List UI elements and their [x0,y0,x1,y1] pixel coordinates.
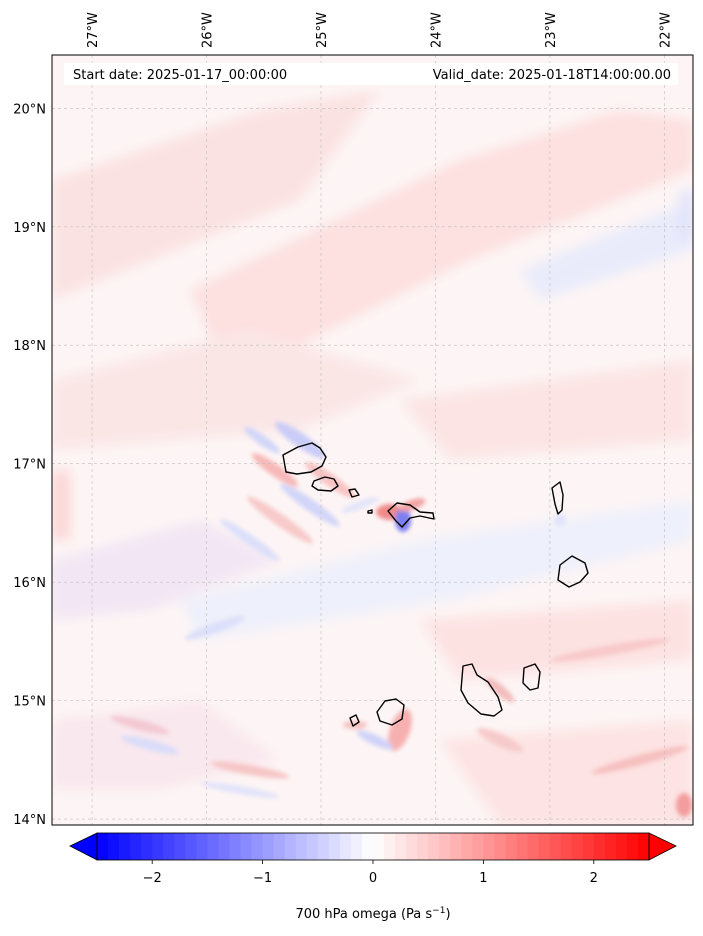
colorbar-segment [373,833,385,860]
colorbar-segment [317,833,330,860]
island-santo-antao [282,442,327,475]
colorbar-segment [218,833,230,860]
colorbar-segment [483,833,495,860]
colorbar-segment [339,833,352,860]
colorbar-segment [582,833,595,860]
island-santiago [460,663,503,717]
colorbar-segment [428,833,440,860]
colorbar-segment [207,833,219,860]
colorbar-segment [328,833,341,860]
colorbar-segment [461,833,473,860]
lat-tick-label: 15°N [13,695,46,710]
header-band [64,63,678,85]
map-frame [51,54,694,826]
colorbar-segment [538,833,551,860]
island-santa-luzia [348,488,360,498]
island-fogo [376,698,405,726]
colorbar-segment [472,833,484,860]
start-date-label: Start date: 2025-01-17_00:00:00 [73,68,287,83]
colorbar-segment [626,833,639,860]
colorbar-ticks: −2 −1 0 1 2 [143,860,598,886]
colorbar-segments [97,833,650,860]
colorbar-segment [450,833,462,860]
colorbar-segment [604,833,617,860]
colorbar-segment [119,833,131,860]
map-panel: Start date: 2025-01-17_00:00:00 Valid_da… [13,12,694,828]
colorbar-segment [185,833,197,860]
lon-tick-label: 25°W [315,12,330,48]
colorbar: −2 −1 0 1 2 700 hPa omega (Pa s−1) [69,832,677,922]
colorbar-tick-label: −1 [253,871,272,886]
colorbar-segment [141,833,153,860]
colorbar-segment [262,833,275,860]
lat-tick-label: 19°N [13,221,46,236]
colorbar-segment [593,833,606,860]
colorbar-segment [571,833,584,860]
colorbar-segment [417,833,429,860]
longitude-labels: 27°W 26°W 25°W 24°W 23°W 22°W [86,12,673,48]
colorbar-extend-low [69,832,98,861]
lat-tick-label: 14°N [13,813,46,828]
island-brava [349,714,360,727]
colorbar-segment [163,833,175,860]
colorbar-segment [505,833,517,860]
colorbar-segment [406,833,418,860]
valid-date-label: Valid_date: 2025-01-18T14:00:00.00 [433,68,671,83]
colorbar-segment [284,833,297,860]
lat-tick-label: 18°N [13,339,46,354]
gridlines [52,55,693,825]
island-islet [367,509,373,514]
colorbar-segment [560,833,573,860]
colorbar-segment [361,833,374,860]
lon-tick-label: 22°W [658,12,673,48]
colorbar-segment [152,833,164,860]
colorbar-title: 700 hPa omega (Pa s−1) [295,906,450,922]
colorbar-segment [240,833,252,860]
lon-tick-label: 24°W [429,12,444,48]
lon-tick-label: 23°W [544,12,559,48]
colorbar-segment [516,833,528,860]
lat-tick-label: 20°N [13,102,46,117]
colorbar-segment [229,833,241,860]
lat-tick-label: 16°N [13,576,46,591]
colorbar-segment [615,833,628,860]
colorbar-segment [295,833,308,860]
colorbar-segment [439,833,451,860]
colorbar-segment [130,833,142,860]
lon-tick-label: 26°W [201,12,216,48]
island-sao-vicente [311,476,339,492]
colorbar-segment [174,833,186,860]
lat-tick-label: 17°N [13,458,46,473]
colorbar-segment [549,833,562,860]
island-sal [551,481,564,515]
colorbar-segment [384,833,396,860]
omega-field [52,55,693,825]
colorbar-segment [494,833,506,860]
coastlines [282,442,589,727]
island-boa-vista [557,555,589,588]
colorbar-segment [108,833,120,860]
colorbar-segment [251,833,263,860]
island-maio [522,663,541,691]
colorbar-segment [306,833,319,860]
colorbar-segment [196,833,208,860]
colorbar-tick-label: 2 [590,871,598,886]
colorbar-segment [637,833,650,860]
colorbar-tick-label: 0 [369,871,377,886]
colorbar-tick-label: −2 [143,871,162,886]
colorbar-tick-label: 1 [479,871,487,886]
colorbar-segment [97,833,109,860]
latitude-labels: 14°N 15°N 16°N 17°N 18°N 19°N 20°N [13,102,46,828]
colorbar-segment [527,833,539,860]
colorbar-extend-high [648,832,677,861]
colorbar-segment [350,833,363,860]
lon-tick-label: 27°W [86,12,101,48]
island-sao-nicolau [387,502,435,528]
colorbar-segment [395,833,407,860]
colorbar-segment [273,833,286,860]
